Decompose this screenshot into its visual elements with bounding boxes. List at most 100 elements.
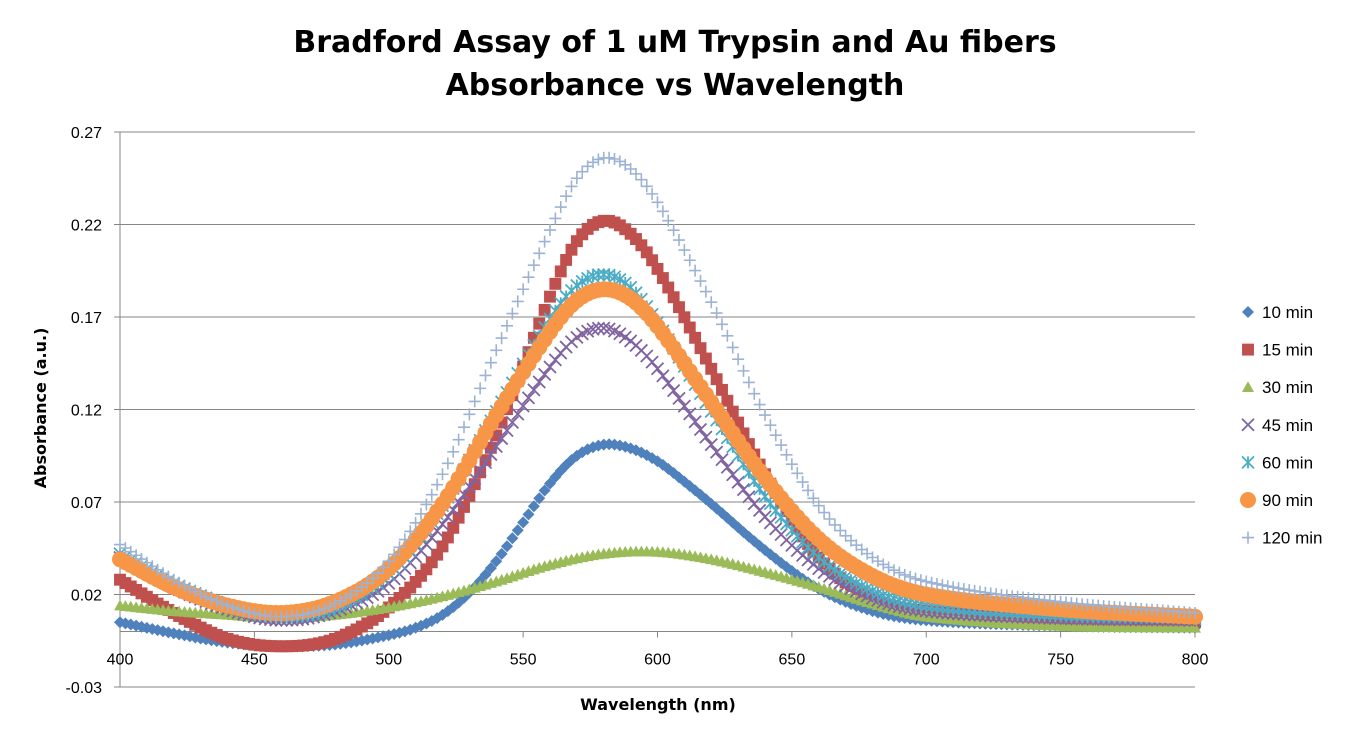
- data-point-x: [511, 407, 525, 421]
- data-point-plus: [425, 488, 438, 501]
- data-point-x: [726, 468, 740, 482]
- data-point-square: [656, 272, 669, 285]
- data-point-square: [549, 277, 562, 290]
- data-point-plus: [656, 205, 669, 218]
- data-point-plus: [377, 561, 390, 574]
- x-tick-label: 400: [107, 652, 134, 669]
- data-point-x: [494, 431, 509, 446]
- data-point-square: [678, 311, 691, 324]
- data-point-plus: [705, 296, 718, 309]
- data-point-square: [490, 429, 503, 442]
- y-tick-label: 0.27: [71, 125, 102, 142]
- data-point-plus: [565, 180, 578, 193]
- legend-item: 60 min: [1241, 453, 1313, 472]
- series-90-min: [112, 281, 1203, 625]
- data-point-plus: [570, 172, 583, 185]
- data-point-diamond: [1242, 306, 1254, 318]
- data-point-diamond: [490, 555, 503, 568]
- legend-item: 30 min: [1242, 378, 1313, 397]
- data-point-plus: [957, 583, 970, 596]
- data-point-x: [704, 438, 718, 452]
- legend: 10 min 15 min 30 min 45 min 60 min 90 min 120 …: [1240, 303, 1322, 548]
- legend-label: 60 min: [1262, 453, 1313, 472]
- data-point-plus: [232, 603, 245, 616]
- data-point-plus: [646, 187, 659, 200]
- data-point-x: [736, 482, 751, 497]
- chart-title-line-1: Bradford Assay of 1 uM Trypsin and Au fi…: [293, 25, 1056, 60]
- data-point-plus: [834, 524, 847, 537]
- data-point-plus: [785, 458, 798, 471]
- data-point-plus: [221, 599, 234, 612]
- data-point-plus: [812, 499, 825, 512]
- data-point-plus: [683, 254, 696, 267]
- data-point-x: [548, 353, 563, 367]
- data-point-square: [463, 489, 476, 502]
- data-point-plus: [538, 235, 551, 248]
- data-point-square: [635, 239, 648, 252]
- data-point-plus: [925, 576, 938, 589]
- data-point-plus: [560, 190, 573, 203]
- data-point-plus: [737, 364, 750, 377]
- data-point-plus: [237, 604, 250, 617]
- data-point-plus: [501, 319, 513, 332]
- data-point-x: [505, 415, 520, 429]
- legend-label: 45 min: [1262, 416, 1313, 435]
- data-point-square: [694, 342, 707, 355]
- data-point-plus: [382, 555, 395, 568]
- data-point-square: [1242, 343, 1254, 356]
- x-tick-label: 750: [1047, 652, 1074, 669]
- data-point-x: [1241, 418, 1255, 432]
- data-point-plus: [764, 419, 777, 432]
- data-point-square: [468, 478, 481, 491]
- legend-label: 10 min: [1262, 303, 1313, 322]
- data-point-diamond: [533, 492, 546, 505]
- x-axis-label: Wavelength (nm): [580, 695, 736, 714]
- data-point-x: [677, 399, 692, 413]
- data-point-plus: [662, 214, 675, 227]
- data-point-square: [667, 291, 680, 304]
- data-point-plus: [511, 295, 524, 308]
- data-point-x: [543, 360, 557, 374]
- data-point-diamond: [538, 484, 551, 497]
- data-point-plus: [914, 574, 927, 587]
- data-point-plus: [624, 163, 637, 175]
- series-45-min: [113, 321, 1202, 628]
- data-point-square: [544, 290, 556, 303]
- data-point-plus: [506, 307, 519, 320]
- data-point-plus: [205, 593, 218, 606]
- data-point-diamond: [501, 540, 513, 553]
- data-point-plus: [189, 585, 202, 598]
- data-point-x: [532, 375, 546, 389]
- data-point-plus: [388, 548, 401, 561]
- data-series: [112, 151, 1203, 653]
- data-point-square: [436, 540, 449, 553]
- data-point-x: [527, 383, 541, 397]
- data-point-plus: [415, 507, 427, 520]
- data-point-plus: [796, 476, 809, 489]
- legend-label: 30 min: [1262, 378, 1313, 397]
- data-point-plus: [839, 529, 852, 542]
- data-point-x: [688, 415, 702, 429]
- data-point-plus: [823, 512, 836, 525]
- data-point-diamond: [484, 562, 497, 575]
- y-tick-label: 0.17: [71, 310, 102, 327]
- y-tick-label: -0.03: [66, 680, 103, 697]
- data-point-square: [570, 235, 583, 248]
- data-point-plus: [941, 580, 954, 593]
- data-point-plus: [533, 247, 546, 260]
- data-point-plus: [694, 275, 707, 288]
- data-point-plus: [183, 582, 196, 595]
- data-point-plus: [329, 597, 341, 610]
- data-point-x: [468, 471, 482, 486]
- data-point-triangle: [1189, 621, 1201, 633]
- data-point-plus: [759, 409, 771, 422]
- tick-labels: -0.03 0.02 0.07 0.12 0.17 0.22 0.27 400 450 500 55…: [66, 125, 1209, 697]
- data-point-plus: [920, 575, 933, 588]
- data-point-square: [415, 569, 427, 582]
- data-point-x: [591, 321, 606, 335]
- data-point-plus: [334, 594, 347, 607]
- data-point-diamond: [522, 508, 535, 521]
- data-point-x: [516, 399, 530, 413]
- data-point-plus: [603, 151, 616, 164]
- data-point-plus: [441, 457, 454, 470]
